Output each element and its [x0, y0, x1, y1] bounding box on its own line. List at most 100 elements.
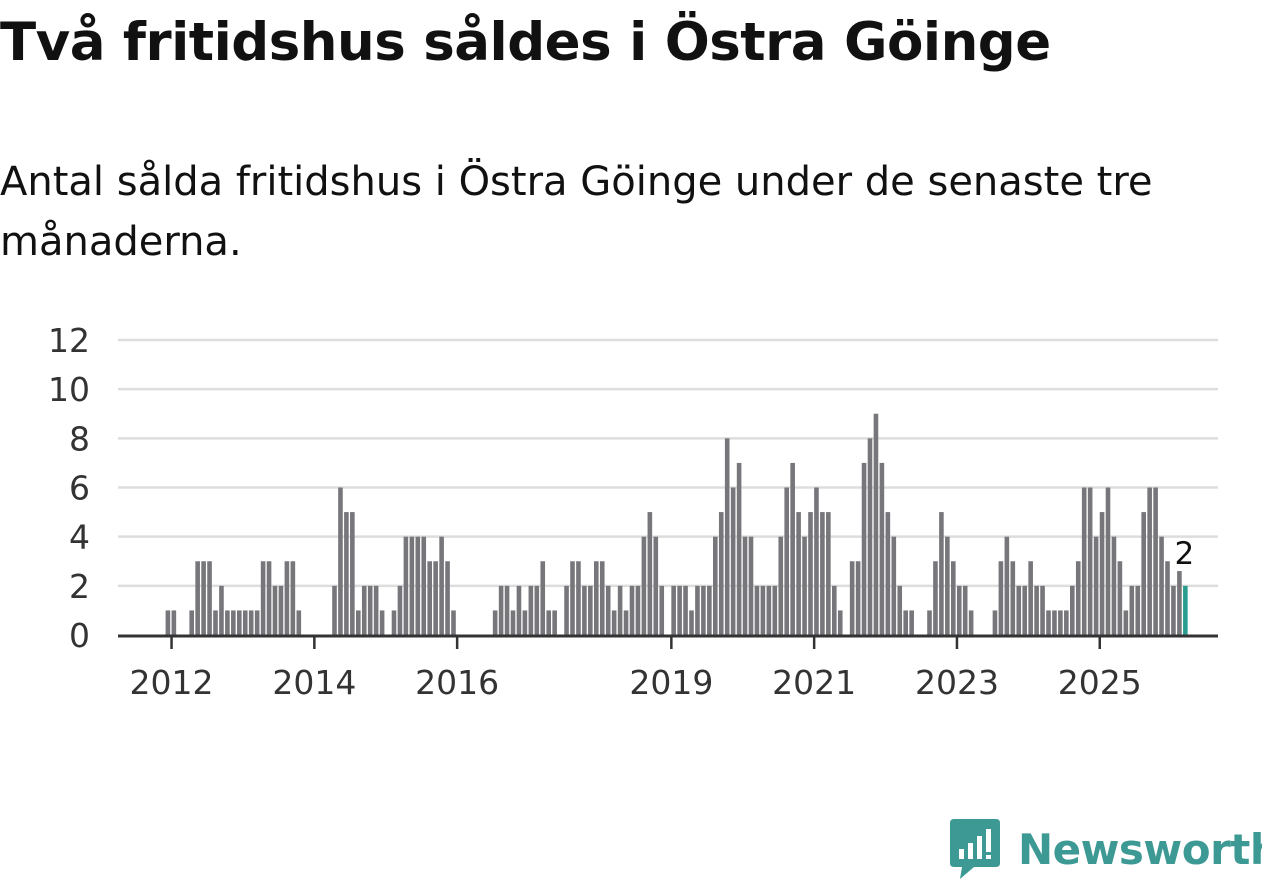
bar [1070, 585, 1075, 635]
bar [272, 585, 278, 635]
bar [373, 585, 379, 635]
bar [713, 536, 718, 635]
newsworthy-logo-icon [950, 819, 1000, 879]
bar [927, 610, 932, 635]
bar [855, 561, 861, 635]
bar [1004, 536, 1010, 635]
bar [498, 585, 504, 635]
bar [1034, 585, 1039, 635]
bar [332, 585, 337, 635]
bar [826, 512, 831, 635]
x-axis-ticks: 2012 2014 2016 2019 2021 2023 2025 [130, 637, 1142, 702]
bar [165, 610, 171, 635]
bar [582, 585, 587, 635]
bar [796, 512, 801, 635]
bar [1171, 585, 1176, 635]
x-tick-label: 2012 [130, 663, 214, 702]
x-tick-label: 2023 [915, 663, 999, 702]
bar [1016, 585, 1022, 635]
bar [427, 561, 432, 635]
bar [439, 536, 444, 635]
bar [546, 610, 551, 635]
x-tick-label: 2025 [1058, 663, 1142, 702]
bar [814, 487, 819, 635]
bar [760, 585, 766, 635]
bar [820, 512, 825, 635]
bar [534, 585, 540, 635]
bar [1064, 610, 1069, 635]
bar [1117, 561, 1123, 635]
bar [1052, 610, 1057, 635]
bar [540, 561, 546, 635]
y-tick-label: 10 [48, 370, 90, 409]
bar [522, 610, 528, 635]
bar [897, 585, 903, 635]
bar [552, 610, 557, 635]
bar [832, 585, 837, 635]
bar [701, 585, 706, 635]
bar [742, 536, 748, 635]
bar [1093, 536, 1099, 635]
bar [1153, 487, 1158, 635]
bar [492, 610, 498, 635]
bar [207, 561, 212, 635]
bar [189, 610, 194, 635]
bar [594, 561, 599, 635]
bar [629, 585, 635, 635]
bar [1058, 610, 1063, 635]
bar [671, 585, 676, 635]
bar [778, 536, 784, 635]
bar [564, 585, 569, 635]
bar [1135, 585, 1141, 635]
bar [653, 536, 659, 635]
bar [356, 610, 361, 635]
bar [623, 610, 629, 635]
bar [659, 585, 665, 635]
bar [837, 610, 843, 635]
bar [201, 561, 206, 635]
bar [1028, 561, 1033, 635]
bar [873, 413, 879, 635]
bar [849, 561, 855, 635]
bar [1099, 512, 1105, 635]
bar [260, 561, 266, 635]
bar [290, 561, 296, 635]
bar [945, 536, 950, 635]
bar [968, 610, 974, 635]
bar [576, 561, 581, 635]
bar [278, 585, 284, 635]
bar [248, 610, 254, 635]
bar [718, 512, 724, 635]
bar [195, 561, 200, 635]
bar [956, 585, 962, 635]
bar [1159, 536, 1164, 635]
bar [689, 610, 694, 635]
bar [451, 610, 456, 635]
bar [724, 438, 730, 635]
y-tick-label: 6 [69, 469, 90, 508]
bar [237, 610, 242, 635]
y-tick-label: 12 [48, 321, 90, 360]
bar [1046, 610, 1051, 635]
bar [231, 610, 236, 635]
bar [748, 536, 754, 635]
bar [730, 487, 736, 635]
newsworthy-logo: Newsworthy [950, 818, 1262, 880]
bar [350, 512, 355, 635]
bar [296, 610, 302, 635]
bar [225, 610, 230, 635]
bar [879, 462, 885, 635]
bar [284, 561, 290, 635]
chart-title: Två fritidshus såldes i Östra Göinge [0, 12, 1051, 73]
bar [266, 561, 272, 635]
bar [772, 585, 778, 635]
bar [861, 462, 867, 635]
bar [1022, 585, 1027, 635]
bar [951, 561, 956, 635]
bar [516, 585, 522, 635]
bar [338, 487, 343, 635]
bar [528, 585, 534, 635]
bar [1147, 487, 1152, 635]
bar [254, 610, 260, 635]
